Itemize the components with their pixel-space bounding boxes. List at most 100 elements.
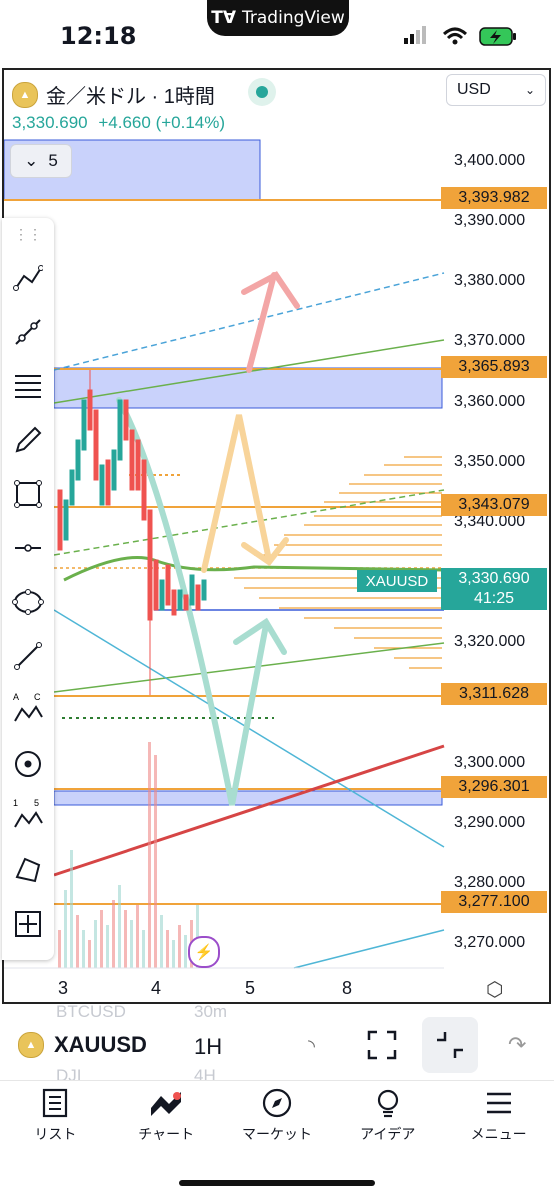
nav-label: アイデア: [360, 1126, 416, 1142]
lightning-icon[interactable]: ⚡: [188, 936, 220, 968]
status-time: 12:18: [60, 22, 137, 50]
axis-label: 3,270.000: [454, 934, 526, 951]
chart-icon: [151, 1092, 182, 1116]
nav-item-list[interactable]: リスト: [0, 1081, 111, 1151]
axis-label: 3,340.000: [454, 513, 526, 530]
svg-text:A: A: [13, 692, 19, 702]
zone-low: [53, 790, 443, 806]
bottom-symbol: XAUUSD: [54, 1032, 147, 1057]
chart-settings-hexagon-icon[interactable]: ⬡: [486, 979, 504, 1001]
ray-tool[interactable]: [10, 314, 46, 350]
axis-label: 3,300.000: [454, 754, 526, 771]
collapse-icon: [437, 1032, 463, 1058]
level-tag[interactable]: 3,277.100: [441, 891, 547, 913]
axis-label: 3,280.000: [454, 874, 526, 891]
bar-countdown: 41:25: [473, 590, 515, 607]
time-label: 5: [245, 978, 256, 998]
trend-line-tool[interactable]: [10, 260, 46, 296]
axis-label: 3,360.000: [454, 393, 526, 410]
horizontal-ray-tool[interactable]: [10, 530, 46, 566]
polygon-tool[interactable]: [10, 852, 46, 888]
nav-label: メニュー: [470, 1126, 527, 1142]
brand-name: TradingView: [242, 8, 345, 28]
trend-line-icon: [13, 265, 43, 291]
horizontal-line-icon: [15, 544, 41, 552]
ghost-symbol: BTCUSD: [56, 1002, 126, 1021]
last-price: 3,330.690: [12, 113, 88, 132]
price-change: +4.660 (+0.14%): [98, 113, 226, 132]
price-readout: 3,330.690 +4.660 (+0.14%): [12, 113, 225, 133]
circle-target-icon: [15, 751, 41, 777]
chevron-down-icon: ⌄: [524, 83, 535, 97]
fib-lines-icon: [15, 375, 41, 398]
symbol-selector[interactable]: ▲ XAUUSD: [18, 1032, 147, 1058]
gold-bars-icon: ▲: [12, 81, 38, 108]
axis-label: 3,400.000: [454, 152, 526, 169]
drag-handle-icon[interactable]: ⋮⋮: [14, 225, 42, 242]
axis-label: 3,350.000: [454, 453, 526, 470]
chart-area[interactable]: [2, 68, 551, 1004]
level-tag[interactable]: 3,311.628: [441, 683, 547, 705]
rectangle-icon: [14, 480, 42, 508]
level-tag[interactable]: 3,393.982: [441, 187, 547, 209]
nav-item-chart[interactable]: チャート: [111, 1081, 222, 1151]
redo-icon[interactable]: ↷: [508, 1032, 527, 1057]
exit-fullscreen-button[interactable]: [422, 1017, 478, 1073]
status-dot-icon: [256, 86, 268, 98]
ray-line-icon: [15, 319, 41, 345]
gold-bars-icon: ▲: [18, 1032, 44, 1058]
currency-select[interactable]: USD ⌄: [446, 74, 546, 106]
home-indicator: [179, 1180, 375, 1186]
current-symbol-chip: XAUUSD: [357, 570, 437, 592]
chart-canvas: [4, 139, 445, 969]
time-label: 3: [58, 978, 69, 998]
ellipse-tool[interactable]: [10, 584, 46, 620]
line-segment-icon: [14, 642, 42, 670]
fullscreen-icon: [367, 1030, 397, 1060]
list-icon: [43, 1088, 68, 1118]
current-price: 3,330.690: [458, 570, 530, 587]
current-price-tag: 3,330.690 41:25: [441, 568, 547, 610]
level-tag[interactable]: 3,296.301: [441, 776, 547, 798]
symbol-title-text: 金／米ドル · 1時間: [46, 86, 215, 108]
indicators-collapse-button[interactable]: ⌄ 5: [10, 144, 72, 178]
fullscreen-button[interactable]: [354, 1017, 410, 1073]
nav-item-ideas[interactable]: アイデア: [332, 1081, 443, 1151]
bottom-navigation: リスト チャート マーケット アイデア メニュー: [0, 1080, 554, 1151]
indicator-count: 5: [48, 151, 58, 170]
segment-tool[interactable]: [10, 638, 46, 674]
svg-text:5: 5: [34, 798, 39, 808]
brush-tool[interactable]: [10, 422, 46, 458]
nav-item-market[interactable]: マーケット: [222, 1081, 333, 1151]
cycle-tool[interactable]: [10, 746, 46, 782]
symbol-title[interactable]: ▲ 金／米ドル · 1時間: [12, 80, 215, 109]
measure-move-icon: [15, 911, 41, 937]
brand-pill: ꓔꓯ TradingView: [207, 0, 349, 36]
compass-icon: [262, 1088, 292, 1118]
axis-label: 3,380.000: [454, 272, 526, 289]
nav-item-menu[interactable]: メニュー: [443, 1081, 554, 1151]
time-label: 8: [342, 978, 353, 998]
ghost-timeframe: 30m: [194, 1002, 228, 1021]
nav-label: チャート: [138, 1126, 195, 1142]
level-tag[interactable]: 3,365.893: [441, 356, 547, 378]
measure-tool[interactable]: [10, 906, 46, 942]
level-tag[interactable]: 3,343.079: [441, 494, 547, 516]
chevron-down-icon: ⌄: [24, 151, 39, 170]
polygon-icon: [15, 857, 41, 883]
market-open-indicator: [248, 78, 276, 106]
fib-retracement-tool[interactable]: [10, 368, 46, 404]
time-label: 4: [151, 978, 162, 998]
menu-icon: [486, 1092, 511, 1114]
axis-label: 3,320.000: [454, 633, 526, 650]
rectangle-tool[interactable]: [10, 476, 46, 512]
svg-text:C: C: [34, 692, 41, 702]
axis-label: 3,390.000: [454, 212, 526, 229]
timeframe-selector[interactable]: 1H: [194, 1034, 223, 1059]
loading-spinner-icon: ◝: [308, 1036, 315, 1056]
